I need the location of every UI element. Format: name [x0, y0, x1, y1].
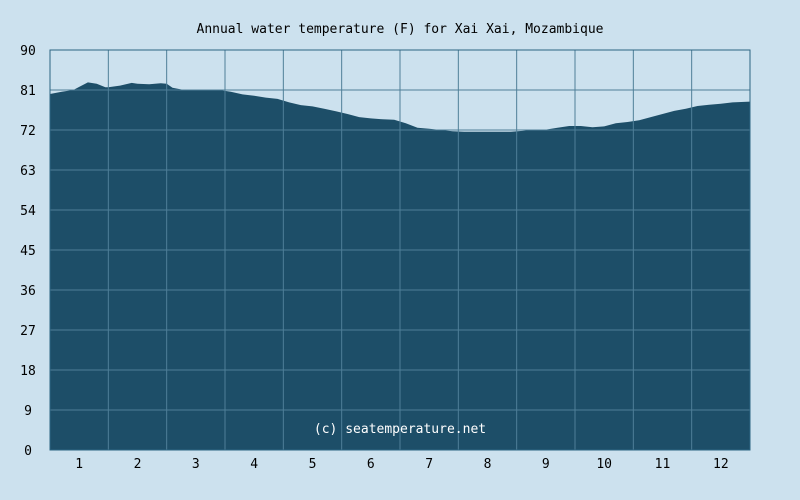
x-tick-label: 12: [713, 457, 729, 472]
x-tick-label: 3: [192, 457, 200, 472]
y-tick-label: 54: [20, 204, 36, 219]
y-axis-ticks: 0 9 18 27 36 45 54 63 72 81 90: [20, 44, 36, 459]
x-tick-label: 2: [134, 457, 142, 472]
x-axis-ticks: 1 2 3 4 5 6 7 8 9 10 11 12: [75, 457, 728, 472]
copyright-annotation: (c) seatemperature.net: [314, 422, 486, 437]
x-tick-label: 7: [425, 457, 433, 472]
y-tick-label: 27: [20, 324, 36, 339]
y-tick-label: 72: [20, 124, 36, 139]
y-tick-label: 81: [20, 84, 36, 99]
y-tick-label: 90: [20, 44, 36, 59]
y-tick-label: 9: [24, 404, 32, 419]
chart-title: Annual water temperature (F) for Xai Xai…: [197, 22, 604, 37]
y-tick-label: 0: [24, 444, 32, 459]
x-tick-label: 11: [655, 457, 671, 472]
x-tick-label: 4: [250, 457, 258, 472]
x-tick-label: 6: [367, 457, 375, 472]
y-tick-label: 45: [20, 244, 36, 259]
y-tick-label: 36: [20, 284, 36, 299]
x-tick-label: 9: [542, 457, 550, 472]
x-tick-label: 8: [484, 457, 492, 472]
y-tick-label: 63: [20, 164, 36, 179]
x-tick-label: 5: [309, 457, 317, 472]
x-tick-label: 10: [596, 457, 612, 472]
y-tick-label: 18: [20, 364, 36, 379]
x-tick-label: 1: [75, 457, 83, 472]
grid-layer: [49, 49, 751, 451]
plot-frame: [49, 49, 751, 451]
